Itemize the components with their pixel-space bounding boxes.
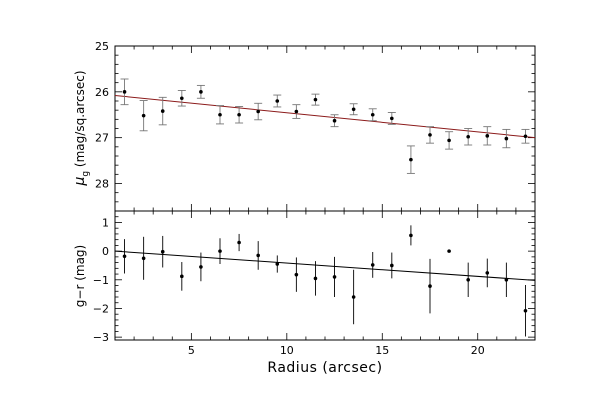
bot-data-point bbox=[218, 249, 222, 253]
top-error-bars bbox=[120, 78, 530, 174]
bot-data-point bbox=[160, 249, 165, 254]
top-data-point bbox=[141, 113, 146, 118]
x-tick-label: 15 bbox=[375, 344, 389, 357]
top-data-point bbox=[180, 96, 184, 101]
bot-data-point bbox=[294, 272, 299, 277]
x-tick-label: 10 bbox=[280, 344, 294, 357]
bot-y-tick-label: −3 bbox=[93, 331, 109, 344]
top-data-point bbox=[485, 134, 490, 138]
bot-data-point bbox=[332, 275, 337, 279]
top-y-axis-label: μg (mag/sq.arcsec) bbox=[72, 70, 91, 186]
bot-data-point bbox=[237, 240, 241, 245]
bot-data-point bbox=[370, 263, 375, 267]
top-data-points bbox=[122, 90, 528, 162]
bot-data-point bbox=[275, 262, 280, 266]
top-data-point bbox=[256, 109, 260, 114]
bottom-error-bars bbox=[124, 225, 526, 337]
bot-data-point bbox=[313, 276, 318, 281]
top-data-point bbox=[523, 134, 528, 139]
top-y-tick-label: 28 bbox=[95, 178, 109, 191]
bot-data-point bbox=[351, 295, 356, 299]
top-data-point bbox=[275, 99, 280, 103]
bot-data-point bbox=[485, 271, 490, 275]
top-data-point bbox=[504, 136, 509, 141]
bottom-y-axis-label: g−r (mag) bbox=[73, 245, 87, 307]
bot-data-point bbox=[122, 254, 127, 259]
bot-data-point bbox=[141, 256, 146, 261]
top-data-point bbox=[237, 112, 241, 117]
top-y-tick-label: 27 bbox=[95, 132, 109, 145]
top-data-point bbox=[122, 90, 127, 94]
bot-data-point bbox=[504, 278, 509, 282]
top-y-subscript: g bbox=[81, 171, 91, 177]
top-data-point bbox=[218, 112, 222, 117]
bottom-data-points bbox=[122, 233, 528, 313]
top-data-point bbox=[332, 118, 337, 123]
top-y-tick-label: 25 bbox=[95, 40, 109, 53]
top-data-point bbox=[294, 109, 299, 114]
top-y-unit: (mag/sq.arcsec) bbox=[73, 70, 87, 167]
bot-y-tick-label: −2 bbox=[93, 302, 109, 315]
top-data-point bbox=[199, 90, 203, 94]
x-tick-label: 5 bbox=[188, 344, 195, 357]
x-tick-label: 20 bbox=[471, 344, 485, 357]
top-y-tick-label: 26 bbox=[95, 86, 109, 99]
top-panel: 25 26 27 28 μg (mag/sq.arcsec) bbox=[72, 40, 536, 212]
bot-data-point bbox=[199, 265, 203, 269]
bot-fit-line-segment bbox=[114, 250, 536, 281]
bot-y-tick-label: −1 bbox=[93, 274, 109, 287]
bot-data-point bbox=[180, 274, 184, 279]
top-data-point bbox=[447, 138, 451, 143]
top-ticks: 25 26 27 28 bbox=[95, 40, 536, 212]
bot-data-point bbox=[523, 308, 528, 313]
top-data-point bbox=[409, 157, 413, 162]
bot-data-point bbox=[409, 233, 413, 238]
top-data-point bbox=[351, 107, 356, 112]
top-fit-line bbox=[114, 95, 536, 139]
bot-data-point bbox=[466, 278, 470, 282]
top-data-point bbox=[390, 116, 394, 121]
bottom-fit-line bbox=[114, 250, 536, 281]
bot-y-tick-label: 0 bbox=[102, 245, 109, 258]
x-axis-label: Radius (arcsec) bbox=[267, 360, 382, 376]
bot-data-point bbox=[256, 253, 260, 258]
top-data-point bbox=[466, 134, 470, 139]
top-data-point bbox=[160, 109, 165, 113]
top-data-point bbox=[428, 133, 432, 137]
top-data-point bbox=[313, 97, 318, 102]
bot-data-point bbox=[447, 249, 451, 253]
bot-data-point bbox=[390, 263, 394, 268]
top-y-symbol: μ bbox=[72, 177, 88, 187]
top-data-point bbox=[370, 112, 375, 117]
bot-data-point bbox=[428, 284, 432, 288]
top-fit-line-segment bbox=[114, 95, 536, 139]
bot-y-tick-label: 1 bbox=[102, 216, 109, 229]
